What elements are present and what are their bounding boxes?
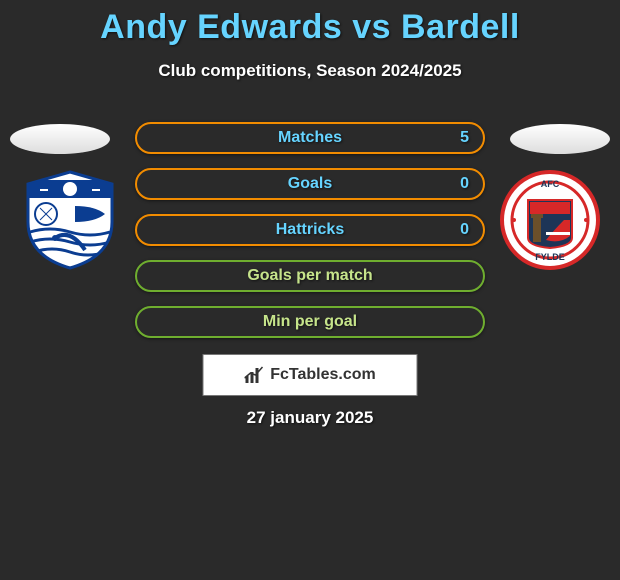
- page-subtitle: Club competitions, Season 2024/2025: [0, 61, 620, 81]
- page-title: Andy Edwards vs Bardell: [0, 0, 620, 47]
- stats-list: Matches 5 Goals 0 Hattricks 0 Goals per …: [135, 122, 485, 352]
- comparison-card: Andy Edwards vs Bardell Club competition…: [0, 0, 620, 580]
- stat-row-goals-per-match: Goals per match: [135, 260, 485, 292]
- player-photo-left: [10, 124, 110, 154]
- chart-icon: [244, 366, 264, 384]
- stat-label: Goals: [288, 175, 332, 193]
- stat-row-hattricks: Hattricks 0: [135, 214, 485, 246]
- player-photo-right: [510, 124, 610, 154]
- stat-label: Matches: [278, 129, 342, 147]
- stat-value: 5: [460, 129, 469, 147]
- club-crest-right: AFC FYLDE: [500, 170, 600, 270]
- svg-text:AFC: AFC: [541, 179, 560, 189]
- stat-label: Goals per match: [247, 267, 372, 285]
- stat-label: Hattricks: [276, 221, 344, 239]
- attribution-text: FcTables.com: [270, 366, 376, 384]
- attribution-box: FcTables.com: [203, 354, 418, 396]
- stat-row-matches: Matches 5: [135, 122, 485, 154]
- stat-value: 0: [460, 221, 469, 239]
- stat-row-min-per-goal: Min per goal: [135, 306, 485, 338]
- club-crest-left: [20, 170, 120, 270]
- stat-label: Min per goal: [263, 313, 357, 331]
- stat-row-goals: Goals 0: [135, 168, 485, 200]
- stat-value: 0: [460, 175, 469, 193]
- svg-text:FYLDE: FYLDE: [535, 252, 565, 262]
- date-text: 27 january 2025: [0, 408, 620, 428]
